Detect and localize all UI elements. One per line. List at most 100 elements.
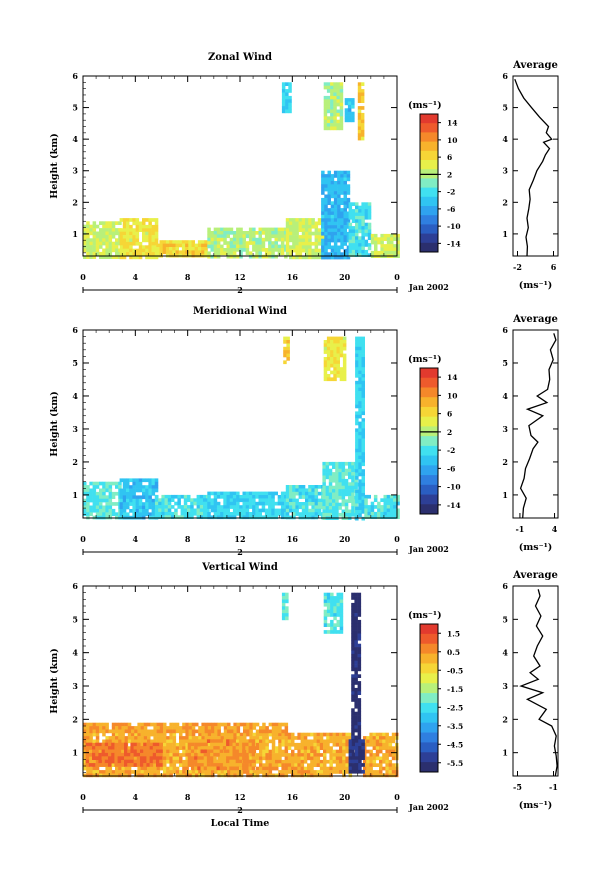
heat-cell — [375, 763, 380, 767]
heat-cell — [188, 729, 193, 734]
heat-cell — [105, 739, 109, 744]
heat-cell — [155, 498, 159, 502]
heat-cell — [361, 380, 365, 385]
heat-cell — [326, 742, 330, 747]
heat-cell — [275, 759, 279, 764]
heat-cell — [281, 729, 285, 734]
heat-cell — [328, 506, 333, 510]
heat-cell — [323, 374, 328, 378]
heat-cell — [115, 742, 119, 747]
heat-cell — [337, 225, 341, 229]
heat-cell — [242, 241, 246, 245]
heat-cell — [277, 244, 282, 249]
heat-cell — [167, 501, 172, 506]
heat-cell — [308, 235, 312, 239]
heat-cell — [285, 609, 289, 614]
heat-cell — [281, 749, 285, 754]
heat-cell — [280, 231, 285, 235]
heat-cell — [153, 732, 157, 737]
heat-cell — [148, 241, 152, 246]
heat-cell — [196, 511, 201, 516]
heat-cell — [121, 739, 125, 744]
heat-cell — [216, 244, 221, 249]
heat-cell — [203, 752, 208, 757]
heat-cell — [154, 228, 159, 232]
heat-cell — [333, 214, 338, 219]
heat-cell — [298, 248, 303, 253]
heat-cell — [358, 752, 362, 757]
heat-cell — [357, 602, 362, 607]
heat-cell — [311, 502, 315, 506]
heat-cell — [380, 237, 384, 241]
heat-cell — [108, 752, 112, 757]
heat-cell — [249, 722, 253, 727]
heat-cell — [252, 515, 256, 520]
profile-y-tick-label: 5 — [502, 358, 508, 368]
heat-cell — [86, 722, 90, 727]
heat-cell — [268, 773, 273, 778]
profile-y-tick-label: 6 — [502, 325, 508, 335]
heat-cell — [337, 191, 341, 195]
heat-cell — [119, 252, 124, 256]
heat-cell — [194, 247, 199, 251]
heat-cell — [86, 736, 90, 740]
heat-cell — [380, 511, 384, 516]
heat-cell — [339, 613, 344, 617]
heat-cell — [271, 736, 276, 740]
heat-cell — [310, 739, 314, 744]
heat-cell — [281, 753, 285, 757]
heat-cell — [285, 95, 289, 100]
heat-cell — [159, 729, 164, 734]
heat-cell — [348, 482, 352, 486]
heat-cell — [236, 729, 241, 734]
heat-cell — [314, 235, 319, 239]
heat-cell — [351, 492, 355, 497]
heat-cell — [284, 726, 289, 730]
heat-cell — [287, 739, 292, 744]
heat-cell — [271, 498, 275, 503]
heat-cell — [326, 749, 330, 754]
heat-cell — [326, 82, 331, 86]
heat-cell — [289, 505, 293, 510]
heat-cell — [310, 766, 314, 771]
heat-cell — [245, 508, 250, 513]
heat-cell — [277, 501, 282, 506]
heat-cell — [135, 502, 140, 506]
heat-cell — [175, 766, 180, 771]
heat-cell — [216, 749, 220, 754]
heat-cell — [92, 495, 97, 499]
heat-cell — [101, 763, 106, 767]
heat-cell — [354, 728, 358, 733]
heat-cell — [134, 729, 138, 734]
heat-cell — [355, 759, 359, 764]
heat-cell — [213, 231, 218, 235]
heat-cell — [333, 99, 337, 103]
heat-cell — [321, 184, 325, 188]
heat-cell — [122, 224, 127, 229]
heat-cell — [361, 397, 365, 402]
heat-cell — [355, 363, 359, 368]
heat-cell — [357, 82, 362, 86]
heat-cell — [232, 244, 237, 249]
heat-cell — [239, 732, 244, 737]
heat-cell — [203, 501, 207, 506]
heat-cell — [92, 766, 97, 771]
heat-cell — [340, 187, 344, 192]
heat-cell — [355, 353, 359, 358]
heat-cell — [342, 377, 347, 382]
heat-cell — [222, 752, 227, 757]
heat-cell — [236, 495, 240, 499]
heat-cell — [325, 475, 330, 480]
heat-cell — [188, 243, 192, 248]
heat-cell — [314, 512, 319, 516]
heat-cell — [145, 238, 149, 243]
heat-cell — [281, 99, 286, 103]
heat-cell — [105, 481, 109, 486]
heat-cell — [203, 505, 207, 509]
heat-cell — [264, 248, 269, 252]
heat-cell — [132, 488, 136, 493]
heat-cell — [89, 231, 93, 236]
heat-cell — [308, 241, 312, 246]
heat-cell — [154, 221, 159, 226]
heat-cell — [330, 228, 335, 233]
